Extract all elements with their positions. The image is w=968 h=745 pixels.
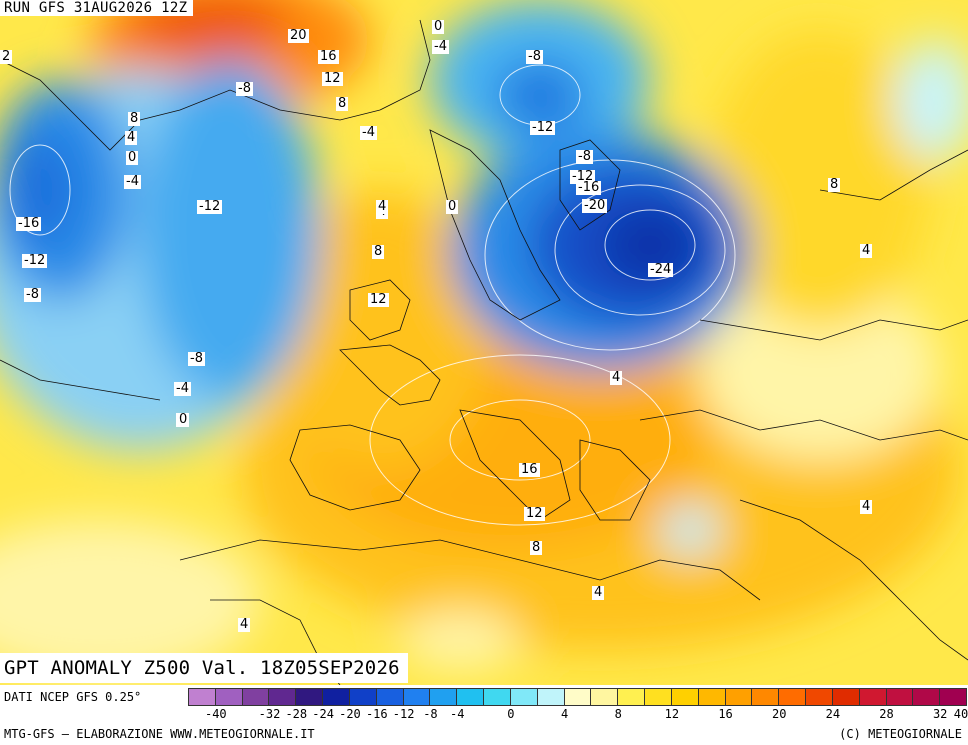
contour-value-label: 0: [126, 150, 139, 165]
color-swatch: [348, 688, 377, 706]
contour-value-label: 4: [125, 130, 138, 145]
color-swatch: [805, 688, 833, 706]
contour-value-label: -8: [24, 287, 41, 302]
contour-value-label: 8: [128, 111, 141, 126]
color-swatch: [402, 688, 431, 706]
contour-value-label: 8: [372, 244, 385, 259]
contour-value-label: 0: [446, 199, 459, 214]
credit-right: (C) METEOGIORNALE: [839, 727, 962, 741]
color-swatch: [858, 688, 887, 706]
scale-tick-label: 16: [718, 707, 733, 721]
scale-tick-label: 24: [825, 707, 841, 721]
scale-tick-label: -16: [365, 707, 388, 721]
contour-value-label: -24: [648, 262, 674, 277]
color-swatch: [188, 688, 216, 706]
scale-tick-label: 8: [614, 707, 622, 721]
color-scale-ticks: -40 -32 -28 -24 -20 -16 -12 -8 -4 0 4 8 12 16 20 24 28 32…: [189, 707, 968, 723]
contour-value-label: 2: [0, 49, 13, 64]
scale-tick-label: -8: [423, 707, 438, 721]
contour-value-label: -16: [576, 180, 602, 195]
contour-value-label: 20: [288, 28, 309, 43]
color-swatch: [563, 688, 592, 706]
color-scale: [188, 688, 968, 706]
color-swatch: [268, 688, 297, 706]
contour-value-label: -20: [582, 198, 608, 213]
scale-tick-label: -28: [285, 707, 308, 721]
color-swatch: [322, 688, 350, 706]
contour-value-label: 12: [322, 71, 343, 86]
color-swatch: [241, 688, 270, 706]
contour-value-label: 8: [336, 96, 349, 111]
color-swatch: [509, 688, 538, 706]
color-swatch: [885, 688, 914, 706]
color-swatch: [590, 688, 619, 706]
run-title: RUN GFS 31AUG2026 12Z: [0, 0, 194, 16]
contour-value-label: -12: [22, 253, 48, 268]
color-swatch: [617, 688, 646, 706]
color-swatch: [483, 688, 511, 706]
scale-tick-label: 20: [771, 707, 787, 721]
color-swatch: [536, 688, 565, 706]
contour-value-label: 4: [860, 243, 873, 258]
map-title: GPT ANOMALY Z500 Val. 18Z05SEP2026: [0, 653, 408, 683]
scale-tick-label: -12: [392, 707, 415, 721]
scale-tick-label: 32: [932, 707, 948, 721]
scale-tick-label: 28: [879, 707, 894, 721]
scale-tick-label: -4: [450, 707, 465, 721]
contour-value-label: 8: [828, 177, 841, 192]
color-swatch: [912, 688, 941, 706]
scale-tick-label: 0: [507, 707, 515, 721]
contour-value-label: 0: [177, 412, 190, 427]
color-swatch: [429, 688, 458, 706]
credit-left: MTG-GFS — ELABORAZIONE WWW.METEOGIORNALE…: [4, 727, 315, 741]
contour-value-label: 12: [368, 292, 389, 307]
color-swatch: [751, 688, 780, 706]
contour-value-label: -16: [16, 216, 42, 231]
scale-tick-label: 40: [953, 707, 968, 721]
scale-tick-label: -32: [258, 707, 281, 721]
color-swatch: [724, 688, 753, 706]
contour-value-label: -4: [360, 125, 377, 140]
color-swatch: [214, 688, 243, 706]
color-swatch: [670, 688, 699, 706]
contour-value-label: -8: [526, 49, 543, 64]
contour-value-label: -8: [236, 81, 253, 96]
anomaly-shading: [0, 0, 968, 680]
contour-value-label: 12: [524, 506, 545, 521]
contour-value-label: 16: [519, 462, 540, 477]
contour-value-label: 4: [860, 499, 873, 514]
anomaly-map: [0, 0, 968, 685]
contour-value-label: -4: [432, 39, 449, 54]
contour-value-label: -8: [576, 149, 593, 164]
contour-value-label: -12: [197, 199, 223, 214]
contour-value-label: -4: [174, 381, 191, 396]
contour-value-label: 4: [610, 370, 623, 385]
contour-value-label: -8: [188, 351, 205, 366]
contour-value-label: 0: [432, 19, 445, 34]
color-swatch: [295, 688, 324, 706]
color-swatch: [697, 688, 726, 706]
scale-tick-label: -24: [312, 707, 334, 721]
color-swatch: [456, 688, 485, 706]
contour-value-label: 16: [318, 49, 339, 64]
contour-value-label: 4: [238, 617, 251, 632]
contour-value-label: 4: [376, 199, 389, 214]
color-swatch: [778, 688, 807, 706]
scale-tick-label: 12: [664, 707, 680, 721]
data-source-label: DATI NCEP GFS 0.25°: [4, 690, 142, 704]
scale-tick-label: -20: [339, 707, 361, 721]
color-swatch: [644, 688, 672, 706]
contour-value-label: -12: [530, 120, 556, 135]
color-swatch: [375, 688, 404, 706]
color-swatch: [939, 688, 968, 706]
contour-value-label: -4: [124, 174, 141, 189]
contour-value-label: 8: [530, 540, 543, 555]
scale-tick-label: 4: [560, 707, 569, 721]
contour-value-label: -12: [570, 169, 596, 184]
coastlines: [0, 19, 968, 685]
color-swatch: [831, 688, 860, 706]
scale-tick-label: -40: [204, 707, 227, 721]
contour-value-label: 4: [592, 585, 605, 600]
